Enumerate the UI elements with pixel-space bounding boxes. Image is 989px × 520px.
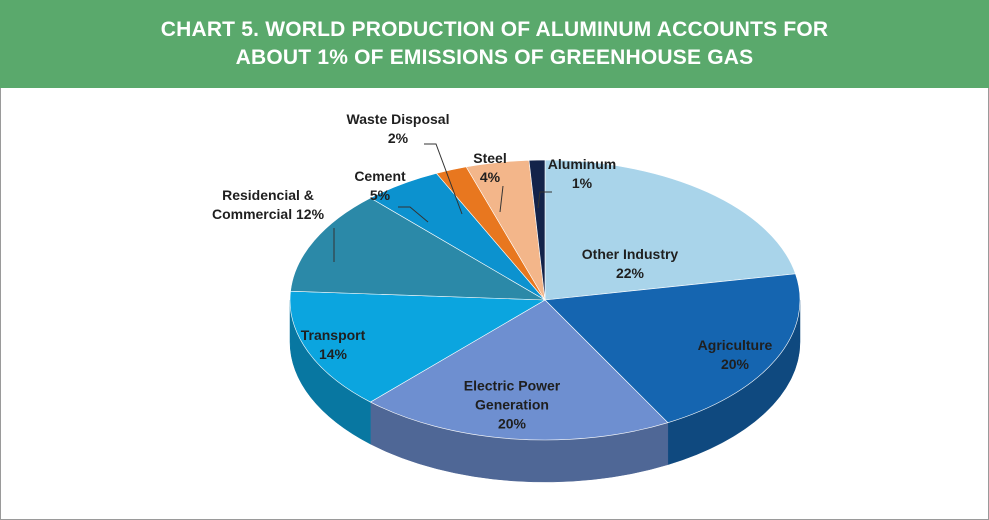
leader-line	[537, 191, 552, 209]
slice-label: Residencial & Commercial 12%	[203, 186, 333, 224]
value-label: 20%	[497, 415, 527, 432]
value-label: 20%	[720, 356, 750, 372]
chart-title: CHART 5. WORLD PRODUCTION OF ALUMINUM AC…	[160, 18, 829, 69]
value-label: 22%	[615, 265, 645, 281]
value-label: 12%	[296, 206, 325, 222]
leader-line	[398, 206, 429, 223]
category-label: Agriculture	[697, 337, 773, 353]
pie-slice	[290, 197, 546, 301]
value-label: 4%	[479, 169, 501, 185]
category-label: Transport	[300, 327, 366, 343]
slice-label: Cement 5%	[354, 167, 405, 205]
slice-label: Aluminum 1%	[548, 155, 616, 193]
value-label: 2%	[387, 130, 409, 146]
slice-label: Waste Disposal 2%	[347, 110, 450, 148]
pie-slice	[544, 273, 801, 424]
slice-label: Other Industry 22%	[582, 245, 678, 283]
value-label: 5%	[369, 187, 391, 203]
slice-label: Agriculture 20%	[698, 336, 773, 374]
slice-label: Transport 14%	[301, 326, 366, 364]
slice-label: Electric Power Generation 20%	[447, 377, 577, 434]
category-label: Residencial & Commercial	[211, 187, 314, 222]
category-label: Electric Power Generation	[463, 377, 561, 413]
leader-line	[499, 185, 504, 213]
pie-slice	[528, 159, 546, 301]
category-label: Cement	[354, 168, 406, 184]
header: CHART 5. WORLD PRODUCTION OF ALUMINUM AC…	[0, 0, 989, 88]
category-label: Other Industry	[581, 246, 679, 262]
category-label: Steel	[473, 150, 507, 166]
pie-slice	[544, 159, 796, 301]
category-label: Aluminum	[547, 156, 617, 172]
value-label: 14%	[318, 346, 348, 362]
category-label: Waste Disposal	[346, 111, 450, 127]
pie-slice	[369, 299, 669, 441]
leader-line	[424, 143, 463, 215]
leader-lines	[333, 143, 552, 262]
slice-label: Steel 4%	[473, 149, 506, 187]
pie-slice	[289, 290, 547, 403]
pie-tops	[289, 159, 801, 441]
value-label: 1%	[571, 175, 593, 191]
